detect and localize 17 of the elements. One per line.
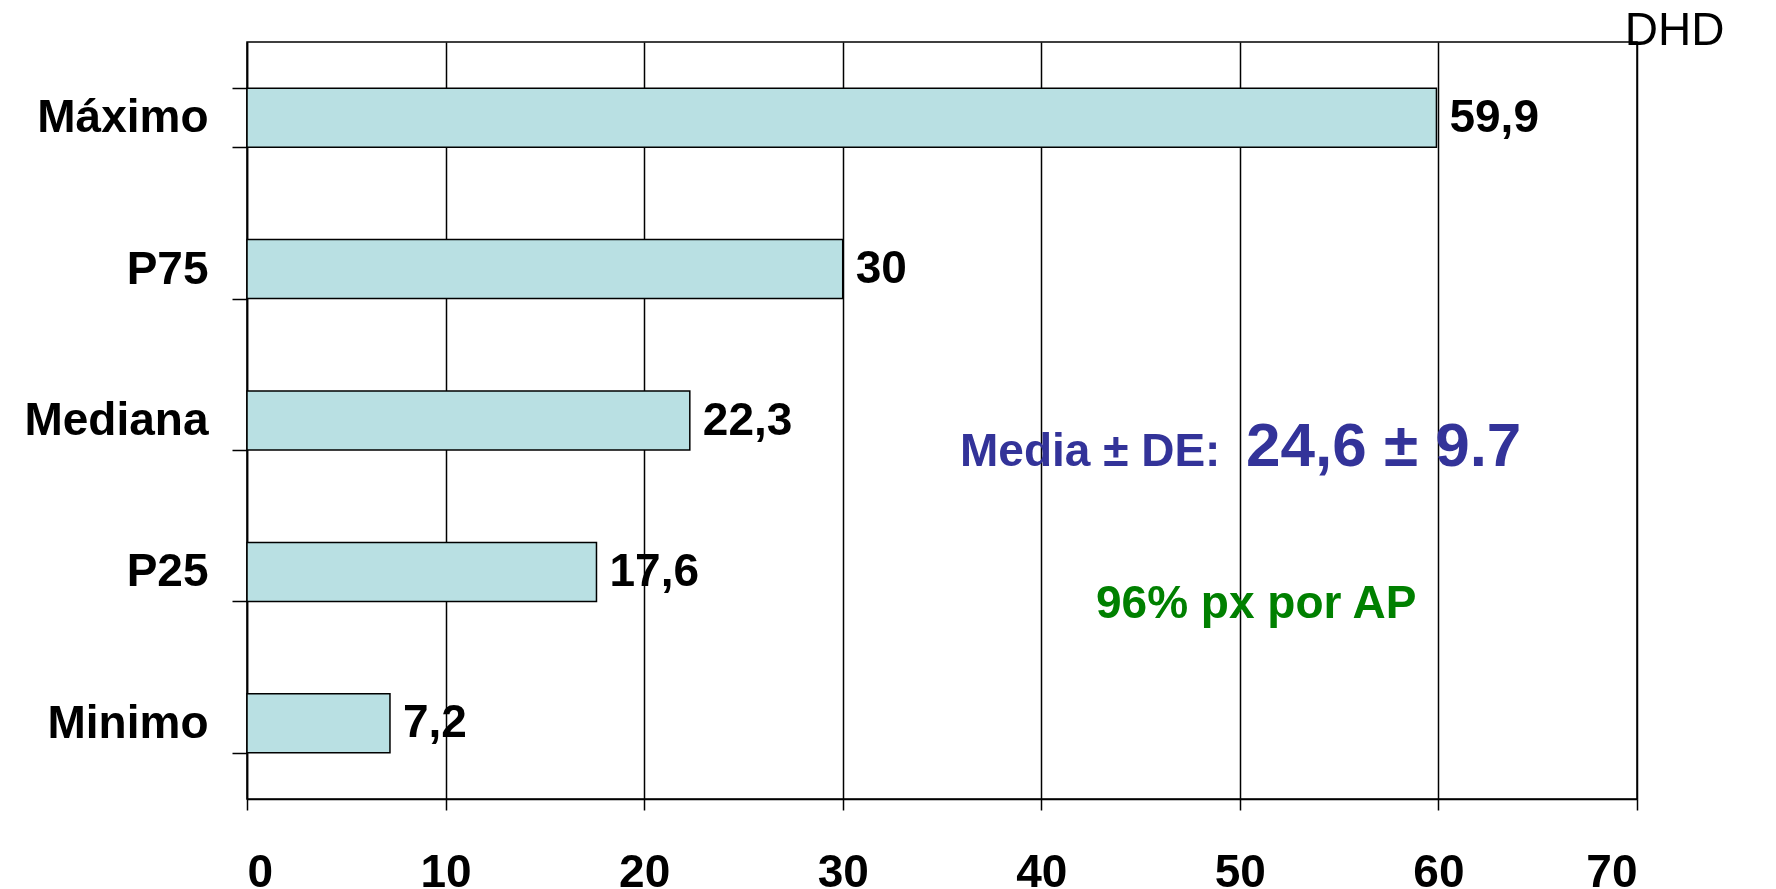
data-label: 30 — [855, 241, 907, 294]
x-tick-label: 50 — [1214, 844, 1266, 889]
x-tick-label: 60 — [1413, 844, 1465, 889]
y-tick-label: P25 — [126, 544, 209, 597]
x-axis-title: DHD — [1624, 2, 1725, 55]
y-tick-label: Máximo — [37, 90, 209, 143]
x-tick-label: 0 — [247, 844, 274, 889]
y-tick-label: Minimo — [47, 695, 209, 748]
x-tick-label: 70 — [1586, 844, 1638, 889]
x-tick-label: 40 — [1016, 844, 1068, 889]
x-tick-label: 30 — [817, 844, 869, 889]
x-tick-label: 20 — [619, 844, 671, 889]
y-tick-label: Mediana — [24, 393, 209, 445]
y-tick-label: P75 — [126, 241, 209, 294]
x-tick-label: 10 — [420, 844, 472, 889]
data-label: 22,3 — [702, 392, 793, 445]
data-label: 59,9 — [1449, 89, 1539, 142]
